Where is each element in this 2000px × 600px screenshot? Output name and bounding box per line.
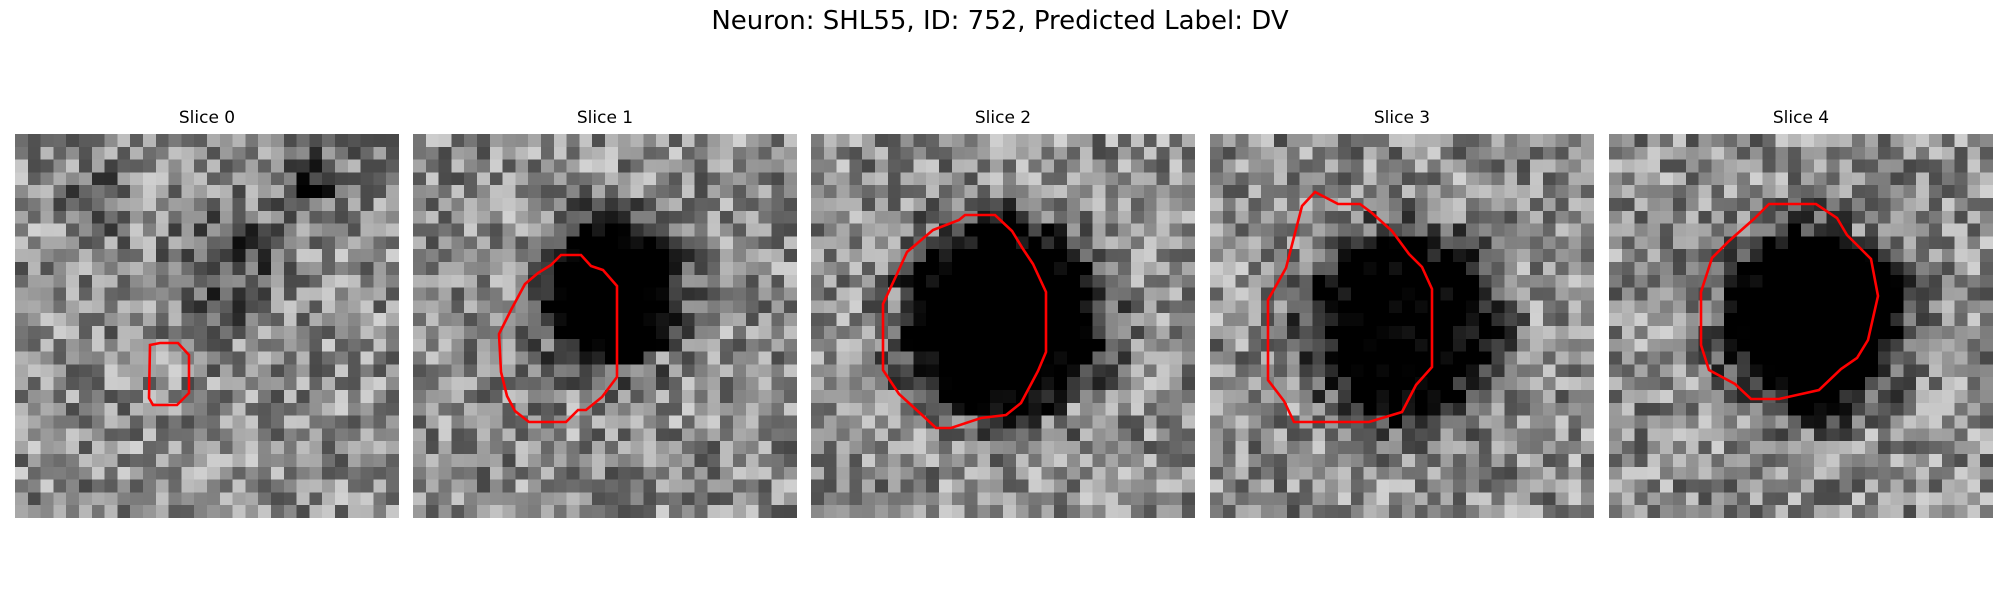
slice-image [1210, 134, 1594, 518]
roi-contour-line [1266, 190, 1434, 424]
figure-title: Neuron: SHL55, ID: 752, Predicted Label:… [711, 6, 1289, 36]
roi-contour-line [881, 213, 1048, 430]
slice-image [413, 134, 797, 518]
slice-title: Slice 1 [576, 108, 634, 128]
slice-title: Slice 2 [974, 108, 1032, 128]
roi-contour [1699, 202, 1880, 401]
roi-contour [881, 213, 1048, 430]
roi-contour [147, 341, 191, 407]
roi-contour-line [497, 253, 619, 424]
slice-title: Slice 0 [178, 108, 236, 128]
roi-contour-line [147, 341, 191, 407]
slice-image [15, 134, 399, 518]
roi-contour-line [1699, 202, 1880, 401]
slice-title: Slice 3 [1373, 108, 1431, 128]
slice-image [1609, 134, 1993, 518]
slice-title: Slice 4 [1772, 108, 1830, 128]
roi-contour [1266, 190, 1434, 424]
slice-image [811, 134, 1195, 518]
roi-contour [497, 253, 619, 424]
